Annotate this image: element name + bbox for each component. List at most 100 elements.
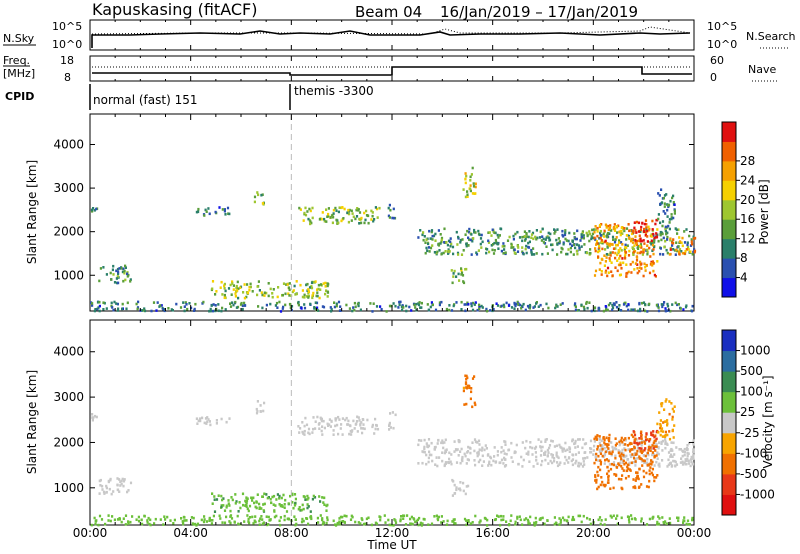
echo-cell	[298, 506, 301, 509]
echo-cell	[650, 463, 653, 466]
echo-cell	[692, 443, 695, 446]
echo-cell	[550, 453, 553, 456]
echo-cell	[340, 423, 343, 426]
echo-cell	[603, 462, 606, 465]
nsky-tick-low-right: 10^0	[707, 38, 737, 51]
echo-cell	[597, 459, 600, 462]
echo-cell	[573, 303, 576, 307]
echo-cell	[445, 307, 448, 311]
echo-cell	[691, 462, 694, 465]
echo-cell	[532, 306, 535, 309]
echo-cell	[642, 459, 645, 462]
echo-cell	[444, 438, 447, 442]
echo-cell	[360, 221, 363, 225]
echo-cell	[229, 521, 232, 525]
x-tick-label: 00:00	[73, 526, 108, 540]
echo-cell	[343, 521, 346, 524]
echo-cell	[501, 245, 504, 248]
echo-cell	[423, 438, 426, 442]
echo-cell	[221, 208, 224, 211]
echo-cell	[493, 455, 496, 458]
echo-cell	[630, 514, 633, 517]
echo-cell	[645, 228, 648, 231]
echo-cell	[593, 228, 596, 231]
echo-cell	[516, 250, 520, 253]
echo-cell	[559, 445, 562, 449]
echo-cell	[473, 228, 476, 232]
echo-cell	[666, 422, 669, 425]
echo-cell	[632, 478, 635, 481]
echo-cell	[514, 304, 517, 308]
echo-cell	[611, 450, 614, 454]
echo-cell	[627, 436, 630, 440]
echo-cell	[474, 231, 477, 234]
echo-cell	[221, 306, 224, 310]
echo-cell	[420, 524, 423, 527]
echo-cell	[691, 253, 694, 256]
echo-cell	[450, 269, 453, 272]
echo-cell	[223, 284, 226, 287]
echo-cell	[516, 230, 519, 234]
echo-cell	[213, 495, 216, 498]
echo-cell	[91, 418, 94, 422]
echo-cell	[654, 434, 657, 437]
echo-cell	[324, 285, 327, 288]
echo-cell	[153, 522, 156, 525]
echo-cell	[253, 519, 256, 523]
echo-cell	[581, 231, 584, 235]
echo-cell	[644, 303, 647, 306]
echo-cell	[363, 221, 366, 225]
echo-cell	[595, 478, 598, 482]
echo-cell	[603, 523, 606, 526]
echo-cell	[436, 518, 440, 522]
echo-cell	[540, 463, 543, 467]
echo-cell	[185, 519, 188, 522]
echo-cell	[593, 461, 596, 465]
echo-cell	[671, 303, 674, 306]
echo-cell	[525, 251, 528, 255]
echo-cell	[619, 461, 622, 465]
echo-cell	[661, 516, 664, 519]
echo-cell	[251, 499, 254, 502]
echo-cell	[314, 280, 317, 283]
echo-cell	[608, 226, 612, 229]
echo-cell	[624, 257, 627, 260]
echo-cell	[438, 249, 441, 252]
echo-cell	[509, 519, 512, 523]
echo-cell	[646, 310, 649, 313]
echo-cell	[397, 306, 400, 309]
echo-cell	[690, 455, 693, 459]
echo-cell	[653, 245, 656, 249]
echo-cell	[135, 302, 138, 306]
echo-cell	[601, 447, 604, 451]
echo-cell	[389, 426, 392, 429]
echo-cell	[631, 246, 634, 249]
echo-cell	[582, 236, 585, 240]
echo-cell	[358, 419, 361, 422]
echo-cell	[471, 192, 474, 195]
echo-cell	[110, 304, 113, 308]
echo-cell	[93, 209, 96, 212]
echo-cell	[258, 519, 261, 523]
echo-cell	[618, 450, 622, 454]
echo-cell	[527, 241, 530, 245]
echo-cell	[516, 300, 519, 304]
echo-cell	[638, 442, 641, 445]
echo-cell	[636, 449, 639, 453]
echo-cell	[136, 306, 140, 309]
echo-cell	[348, 424, 352, 427]
echo-cell	[598, 246, 601, 249]
echo-cell	[595, 481, 598, 484]
echo-cell	[432, 234, 436, 238]
echo-cell	[321, 425, 324, 428]
echo-cell	[247, 509, 250, 513]
echo-cell	[666, 208, 669, 212]
echo-cell	[438, 303, 441, 307]
echo-cell	[593, 440, 596, 443]
echo-cell	[620, 464, 623, 468]
echo-cell	[287, 286, 290, 289]
echo-cell	[450, 453, 453, 456]
echo-cell	[141, 522, 144, 526]
echo-cell	[635, 259, 639, 262]
